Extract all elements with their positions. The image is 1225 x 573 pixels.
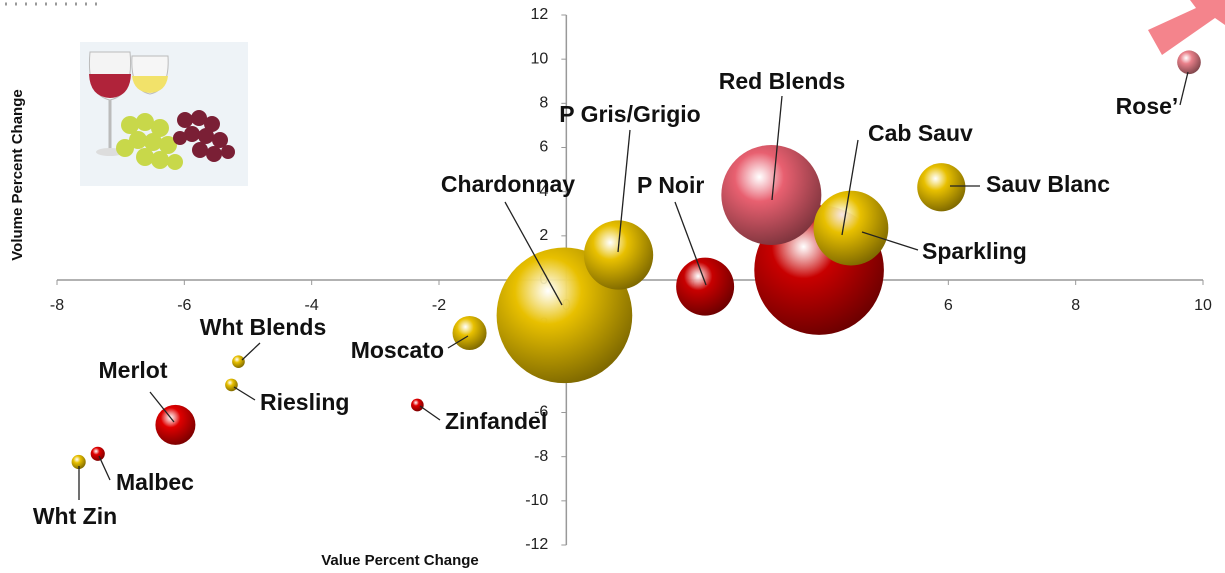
x-tick-label: 6 — [944, 297, 953, 314]
bubble-label: P Gris/Grigio — [559, 101, 700, 127]
bubble — [155, 405, 195, 445]
bubble-label: Malbec — [116, 469, 194, 495]
bubble — [1177, 50, 1201, 74]
bubble — [411, 399, 424, 412]
bubble-label: Zinfandel — [445, 408, 547, 434]
y-tick-label: 12 — [531, 6, 549, 23]
bubble-label: Sparkling — [922, 238, 1027, 264]
y-axis-title: Volume Percent Change — [9, 89, 26, 260]
leader-line — [242, 343, 260, 360]
x-tick-label: 10 — [1194, 297, 1212, 314]
x-tick-label: -2 — [432, 297, 446, 314]
bubble-label: Cab Sauv — [868, 120, 973, 146]
bubble-label: Riesling — [260, 389, 349, 415]
y-tick-label: 8 — [539, 95, 548, 112]
y-tick-label: -8 — [534, 448, 548, 465]
y-tick-label: 6 — [539, 139, 548, 156]
x-tick-label: -6 — [177, 297, 191, 314]
x-axis-title: Value Percent Change — [321, 552, 479, 569]
wine-picture — [80, 42, 248, 186]
bubble — [232, 355, 245, 368]
x-tick-label: -8 — [50, 297, 64, 314]
bubble — [814, 191, 889, 266]
bubble — [453, 316, 487, 350]
bubble-label: Wht Zin — [33, 503, 117, 529]
bubble — [917, 163, 965, 211]
x-tick-label: -4 — [305, 297, 319, 314]
y-tick-label: -12 — [525, 536, 548, 553]
leader-line — [234, 387, 255, 400]
leader-line — [420, 406, 440, 420]
y-tick-label: 10 — [531, 50, 549, 67]
bubble-label: Rose’ — [1116, 93, 1179, 119]
bubble-label: Wht Blends — [200, 314, 327, 340]
leader-line — [1180, 72, 1188, 105]
bubble — [676, 258, 734, 316]
trend-arrow — [1148, 0, 1225, 55]
bubble — [225, 379, 238, 392]
y-tick-label: -10 — [525, 492, 548, 509]
bubble — [91, 447, 105, 461]
bubble-label: Moscato — [351, 337, 444, 363]
bubble-label: Chardonnay — [441, 171, 575, 197]
leader-line — [99, 456, 110, 480]
bubble — [721, 145, 821, 245]
chart: Value Percent Change Volume Percent Chan… — [0, 0, 1225, 573]
bubble-label: Red Blends — [719, 68, 846, 94]
bubble-label: P Noir — [637, 172, 704, 198]
y-tick-label: 2 — [539, 227, 548, 244]
bubble — [584, 220, 653, 289]
x-tick-label: 8 — [1071, 297, 1080, 314]
bubble-label: Sauv Blanc — [986, 171, 1110, 197]
bubble-label: Merlot — [99, 357, 168, 383]
